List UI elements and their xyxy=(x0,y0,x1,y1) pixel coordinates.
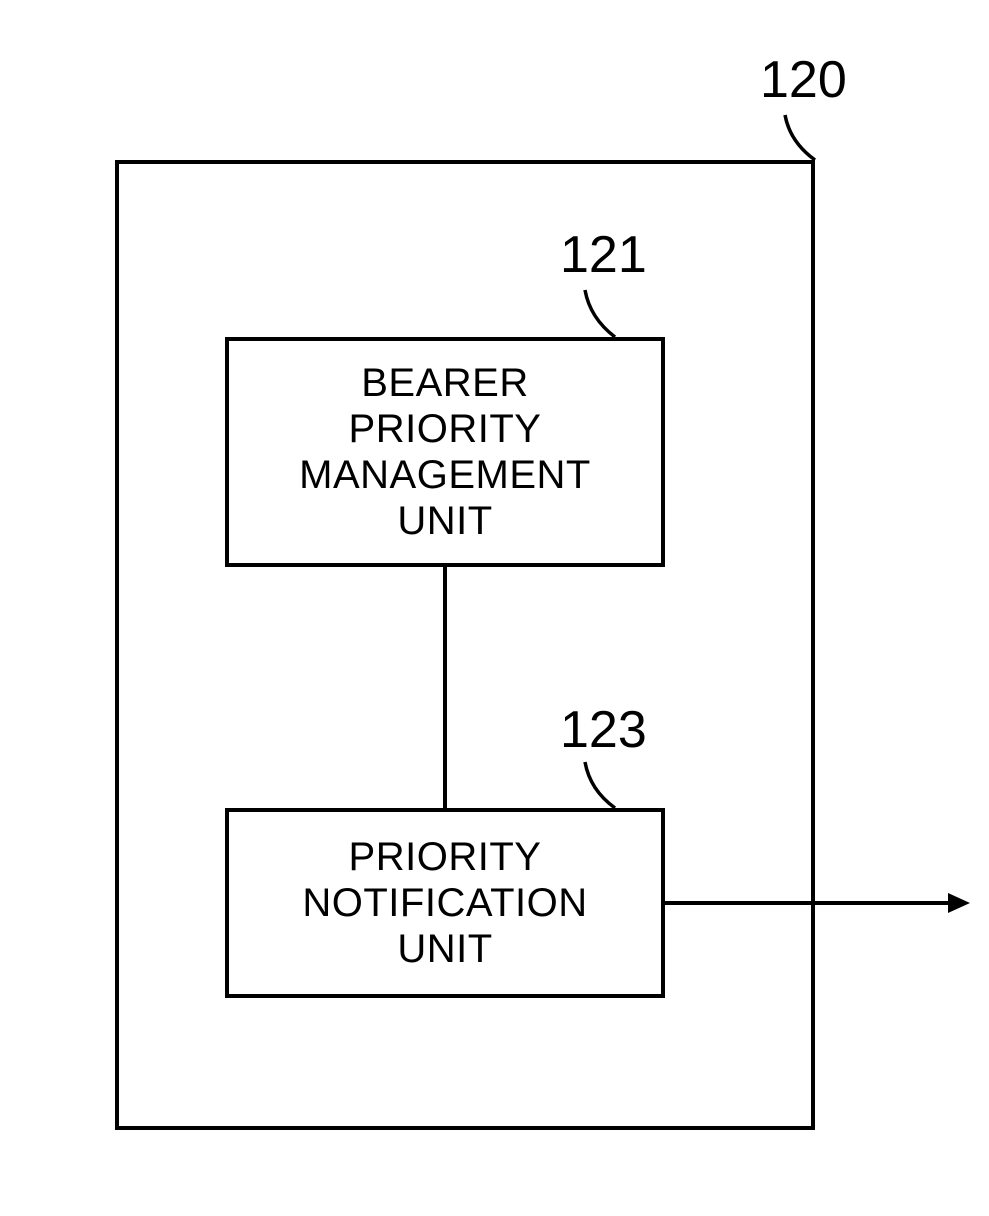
output-arrow xyxy=(0,0,989,1216)
block-diagram: 120 BEARER PRIORITY MANAGEMENT UNIT 121 … xyxy=(0,0,989,1216)
